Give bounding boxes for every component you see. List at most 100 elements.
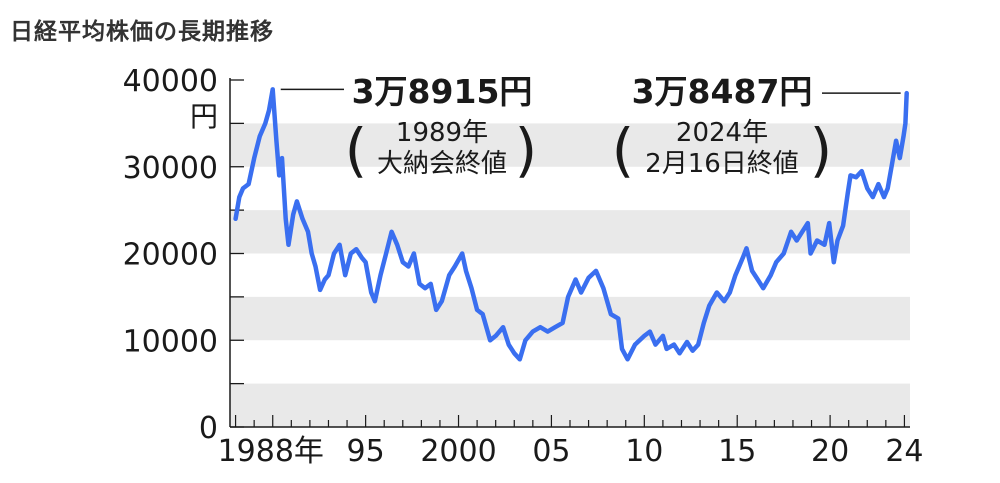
data-point xyxy=(846,191,850,195)
data-point xyxy=(691,349,695,353)
data-point xyxy=(453,264,457,269)
data-point xyxy=(306,230,310,234)
data-point xyxy=(702,321,706,325)
data-point xyxy=(300,217,305,221)
y-tick-label: 40000 xyxy=(123,64,218,99)
data-point xyxy=(523,338,528,342)
data-point xyxy=(360,256,364,260)
data-point xyxy=(469,286,474,290)
data-point xyxy=(475,308,479,312)
data-point xyxy=(271,87,275,92)
data-point xyxy=(905,91,909,95)
x-tick-label: 1988年 xyxy=(218,434,324,469)
x-tick-label: 05 xyxy=(532,434,570,469)
data-point xyxy=(364,260,368,264)
data-point xyxy=(252,156,256,160)
data-point xyxy=(707,303,711,308)
data-point xyxy=(277,173,281,178)
data-point xyxy=(553,325,557,329)
data-point xyxy=(258,134,262,138)
data-point xyxy=(601,286,606,290)
x-ticks: 1988年 95 2000 05 10 15 20 24 xyxy=(218,415,924,469)
data-point xyxy=(722,299,726,303)
data-point xyxy=(665,347,669,351)
data-point xyxy=(625,357,630,361)
data-point xyxy=(832,260,836,264)
data-point xyxy=(769,273,773,277)
data-point xyxy=(481,312,485,316)
data-point xyxy=(860,169,864,173)
y-unit-label: 円 xyxy=(190,100,218,133)
data-point xyxy=(378,273,383,277)
y-tick-label: 30000 xyxy=(123,151,218,186)
data-point xyxy=(284,217,288,221)
data-point xyxy=(894,139,898,143)
data-point xyxy=(390,230,394,234)
y-ticks: 40000 30000 20000 10000 0 円 xyxy=(123,64,244,446)
grid-band xyxy=(230,296,910,341)
data-point xyxy=(488,338,492,342)
data-point xyxy=(586,276,591,280)
annotation-peak-2024-value: 3万8487円 xyxy=(632,72,813,111)
data-point xyxy=(756,277,760,282)
data-point xyxy=(323,277,327,282)
data-point xyxy=(871,195,875,199)
data-point xyxy=(890,160,894,165)
data-point xyxy=(827,221,831,225)
data-point xyxy=(809,251,813,256)
data-point xyxy=(566,295,570,299)
data-point xyxy=(672,342,676,347)
annotation-peak-2024-date: 2024年 xyxy=(676,118,768,148)
data-point xyxy=(685,340,689,344)
data-point xyxy=(661,334,665,338)
data-point xyxy=(494,334,498,338)
data-point xyxy=(417,282,422,286)
data-point xyxy=(373,299,377,303)
data-point xyxy=(440,299,444,303)
data-point xyxy=(310,251,314,256)
x-tick-label: 15 xyxy=(718,434,756,469)
data-point xyxy=(782,251,786,256)
data-point xyxy=(848,173,853,178)
data-point xyxy=(369,290,373,295)
annotation-peak-1989-date: 1989年 xyxy=(396,118,488,148)
data-point xyxy=(633,342,637,347)
series-group xyxy=(233,87,909,362)
data-point xyxy=(518,357,522,361)
grid-band xyxy=(230,123,910,167)
data-point xyxy=(609,312,613,316)
data-point xyxy=(616,316,620,321)
data-point xyxy=(447,273,451,277)
data-point xyxy=(733,273,737,277)
data-point xyxy=(678,351,682,355)
data-point xyxy=(501,325,505,329)
data-point xyxy=(806,221,810,225)
data-point xyxy=(267,108,271,112)
data-point xyxy=(332,251,336,256)
data-point xyxy=(507,342,511,347)
grid-bands xyxy=(230,123,910,427)
data-point xyxy=(512,351,516,355)
data-point xyxy=(423,286,427,290)
data-point xyxy=(728,290,732,295)
data-point xyxy=(401,260,405,264)
data-point xyxy=(291,212,295,217)
data-point xyxy=(237,195,241,199)
data-point xyxy=(573,277,578,282)
annotation-peak-1989-paren-right: ) xyxy=(515,116,538,184)
data-point xyxy=(560,321,565,325)
data-point xyxy=(898,156,902,160)
data-point xyxy=(384,251,388,256)
data-point xyxy=(744,246,749,250)
x-tick-label: 24 xyxy=(885,434,923,469)
data-point xyxy=(741,256,745,260)
data-point xyxy=(531,329,535,334)
data-point xyxy=(395,243,399,247)
data-point xyxy=(434,308,438,312)
data-point xyxy=(696,342,700,347)
data-point xyxy=(286,243,291,247)
y-tick-label: 10000 xyxy=(123,324,218,359)
annotation-peak-1989-value: 3万8915円 xyxy=(352,72,533,111)
data-point xyxy=(280,156,284,160)
